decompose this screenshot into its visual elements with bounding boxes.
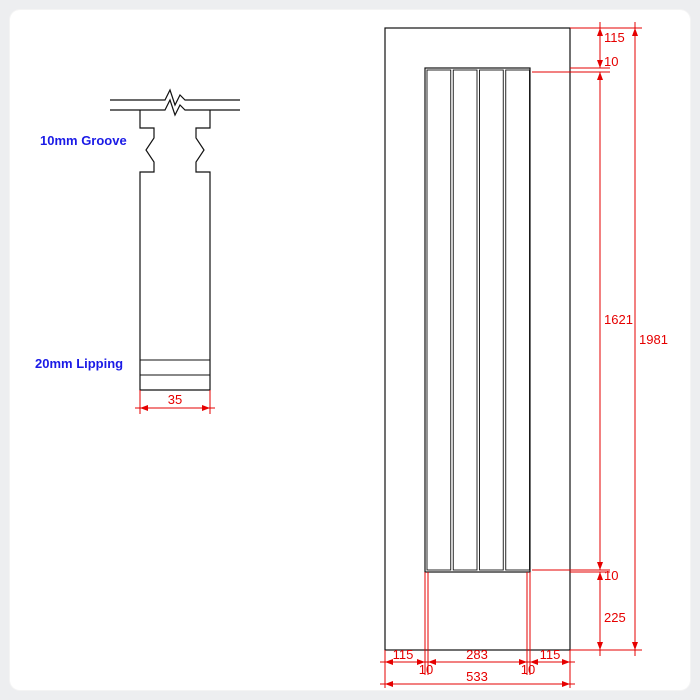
planks [427, 70, 530, 570]
note-lipping: 20mm Lipping [35, 356, 123, 371]
door-outer [385, 28, 570, 650]
dim-total-h: 1981 [639, 332, 668, 347]
dim-left-gap: 10 [419, 662, 433, 677]
dim-top-gap: 10 [604, 54, 618, 69]
dim-left-stile: 115 [393, 647, 414, 662]
dim-profile-width-value: 35 [168, 392, 182, 407]
profile-outline [140, 110, 210, 390]
dim-right-gap: 10 [521, 662, 535, 677]
dim-panel-h: 1621 [604, 312, 633, 327]
dim-profile-width: 35 [135, 390, 215, 414]
dim-center-w: 283 [466, 647, 488, 662]
technical-drawing: 35 10mm Groove 20mm Lipping [10, 10, 690, 690]
dim-top-stile: 115 [604, 30, 625, 45]
profile-section: 35 10mm Groove 20mm Lipping [35, 90, 240, 414]
break-line-top-2 [110, 100, 240, 115]
panel-opening [425, 68, 530, 572]
dim-right-stile: 115 [540, 647, 561, 662]
dim-bot-gap: 10 [604, 568, 618, 583]
dims-horizontal: 115 283 115 10 10 533 [380, 572, 575, 688]
dims-vertical-outer: 1981 [610, 22, 668, 656]
break-line-top [110, 90, 240, 105]
dim-total-w: 533 [466, 669, 488, 684]
dims-vertical-inner: 115 10 1621 10 225 [532, 22, 633, 656]
door-elevation: 115 10 1621 10 225 1981 [380, 22, 668, 688]
note-groove: 10mm Groove [40, 133, 127, 148]
dim-bot-stile: 225 [604, 610, 626, 625]
